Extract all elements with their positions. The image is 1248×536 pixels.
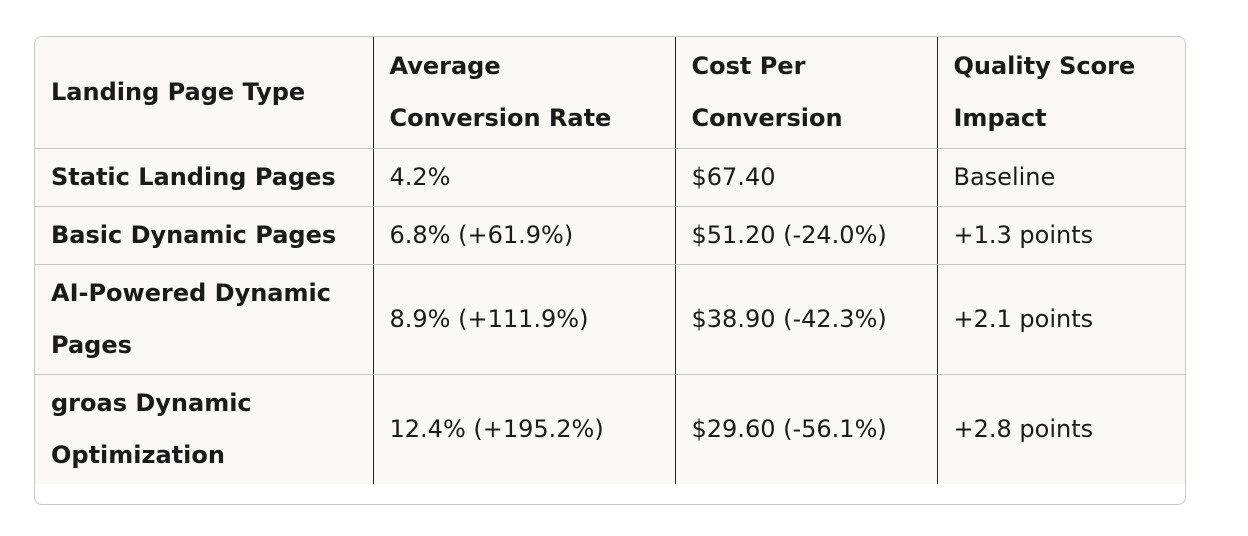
conversion-rate-cell: 8.9% (+111.9%) [373, 264, 676, 375]
row-label: groas Dynamic Optimization [35, 374, 374, 484]
conversion-rate-cell: 6.8% (+61.9%) [373, 206, 676, 265]
table-row: groas Dynamic Optimization 12.4% (+195.2… [35, 374, 1185, 484]
conversion-rate-cell: 4.2% [373, 148, 676, 207]
conversion-rate-cell: 12.4% (+195.2%) [373, 374, 676, 484]
table-row: Basic Dynamic Pages 6.8% (+61.9%) $51.20… [35, 206, 1185, 265]
quality-score-cell: +2.8 points [953, 415, 1094, 444]
comparison-table-card: Landing Page Type Average Conversion Rat… [34, 36, 1186, 505]
row-label: Static Landing Pages [35, 148, 374, 207]
cost-per-conversion-cell: $29.60 (-56.1%) [675, 374, 938, 484]
table-row: AI-Powered Dynamic Pages 8.9% (+111.9%) … [35, 264, 1185, 375]
cost-per-conversion-cell: $67.40 [675, 148, 938, 207]
quality-score-cell: +2.1 points [937, 264, 1185, 375]
quality-score-cell: +1.3 points [937, 206, 1185, 265]
column-header-average-conversion-rate: Average Conversion Rate [373, 37, 676, 149]
column-header-cost-per-conversion: Cost Per Conversion [675, 37, 938, 149]
table-row: Static Landing Pages 4.2% $67.40 Baselin… [35, 148, 1185, 207]
table-header-row: Landing Page Type Average Conversion Rat… [35, 37, 1185, 149]
quality-score-cell: Baseline [937, 148, 1185, 207]
row-label: AI-Powered Dynamic Pages [35, 264, 374, 375]
column-header-quality-score-impact: Quality Score Impact [937, 37, 1185, 149]
cost-per-conversion-cell: $38.90 (-42.3%) [675, 264, 938, 375]
cost-per-conversion-cell: $51.20 (-24.0%) [675, 206, 938, 265]
landing-page-comparison-table: Landing Page Type Average Conversion Rat… [35, 37, 1185, 484]
row-label: Basic Dynamic Pages [35, 206, 374, 265]
column-header-landing-page-type: Landing Page Type [35, 37, 374, 149]
